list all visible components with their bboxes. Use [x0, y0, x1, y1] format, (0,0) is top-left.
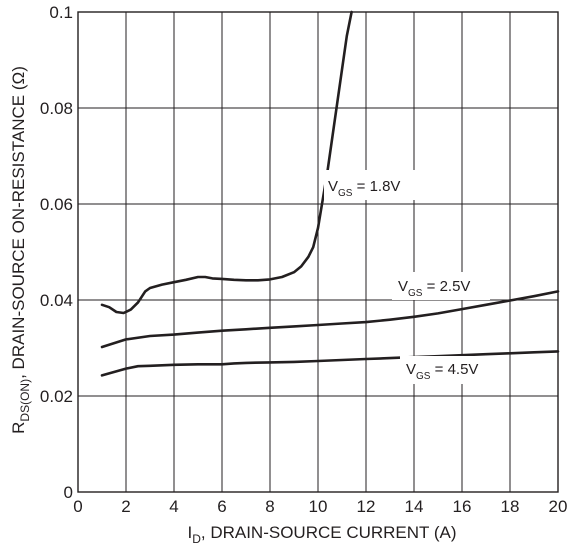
plot-frame: [77, 11, 559, 493]
x-tick-label-0: 0: [73, 497, 82, 516]
x-tick-label-4: 4: [169, 497, 178, 516]
grid: [78, 12, 558, 492]
y-tick-label-0.1: 0.1: [49, 3, 73, 22]
series-line-1: [100, 290, 560, 349]
tick-labels: 0 2 4 6 8 10 12 14 16 18 20 0 0.02 0.04 0.06 0.08 0.1: [40, 3, 568, 516]
x-tick-label-10: 10: [309, 497, 328, 516]
y-tick-label-0.06: 0.06: [40, 195, 73, 214]
x-tick-label-12: 12: [357, 497, 376, 516]
x-tick-label-8: 8: [265, 497, 274, 516]
series-label-bg-2: [392, 272, 490, 300]
x-tick-label-16: 16: [453, 497, 472, 516]
x-tick-label-20: 20: [549, 497, 568, 516]
series-label-vgs-1.8v: VGS = 1.8V: [328, 178, 400, 199]
series-label-bg-1: [324, 170, 430, 200]
series-label-vgs-4.5v: VGS = 4.5V: [406, 361, 478, 382]
y-tick-label-0.04: 0.04: [40, 291, 73, 310]
series-line-2: [100, 350, 560, 377]
y-tick-label-0.02: 0.02: [40, 387, 73, 406]
series-line-0: [100, 10, 353, 315]
series-label-bg-3: [400, 356, 498, 384]
x-tick-label-2: 2: [121, 497, 130, 516]
y-tick-label-0: 0: [64, 483, 73, 502]
x-tick-label-6: 6: [217, 497, 226, 516]
x-tick-label-18: 18: [501, 497, 520, 516]
y-axis-title: RDS(ON), DRAIN-SOURCE ON-RESISTANCE (Ω): [9, 66, 32, 434]
x-tick-label-14: 14: [405, 497, 424, 516]
y-tick-label-0.08: 0.08: [40, 99, 73, 118]
series-labels: VGS = 1.8V VGS = 2.5V VGS = 4.5V: [324, 170, 498, 384]
x-axis-title: ID, DRAIN-SOURCE CURRENT (A): [187, 523, 456, 546]
series-label-vgs-2.5v: VGS = 2.5V: [398, 278, 470, 299]
